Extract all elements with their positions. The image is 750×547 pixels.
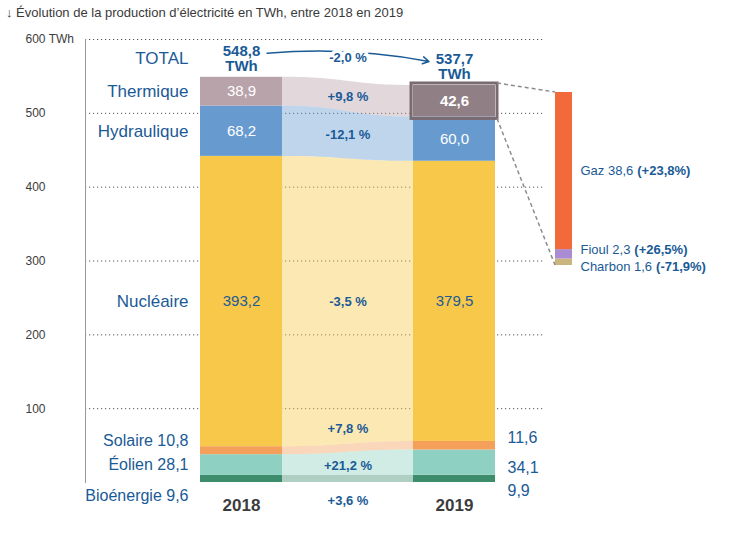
svg-text:300: 300: [26, 254, 46, 268]
svg-text:393,2: 393,2: [223, 292, 261, 309]
svg-text:38,9: 38,9: [227, 82, 256, 99]
svg-text:+7,8 %: +7,8 %: [328, 421, 369, 436]
svg-text:Bioénergie 9,6: Bioénergie 9,6: [85, 487, 188, 504]
svg-text:34,1: 34,1: [508, 459, 539, 476]
svg-text:548,8TWh: 548,8TWh: [223, 42, 261, 74]
svg-text:Fioul 2,3: Fioul 2,3: [581, 242, 631, 257]
svg-text:537,7TWh: 537,7TWh: [436, 50, 474, 82]
svg-text:500: 500: [26, 106, 46, 120]
svg-text:9,9: 9,9: [508, 482, 530, 499]
svg-text:11,6: 11,6: [508, 429, 538, 446]
svg-text:Nucléaire: Nucléaire: [117, 292, 189, 311]
svg-text:+9,8 %: +9,8 %: [328, 89, 369, 104]
svg-text:Hydraulique: Hydraulique: [98, 122, 189, 141]
svg-text:2019: 2019: [436, 496, 474, 515]
svg-text:Thermique: Thermique: [107, 82, 188, 101]
svg-text:(-71,9%): (-71,9%): [656, 259, 706, 274]
svg-text:Éolien 28,1: Éolien 28,1: [108, 455, 188, 473]
svg-text:Solaire 10,8: Solaire 10,8: [103, 432, 188, 449]
svg-text:TOTAL: TOTAL: [135, 49, 188, 68]
svg-text:-3,5 %: -3,5 %: [329, 294, 367, 309]
svg-text:400: 400: [26, 180, 46, 194]
svg-text:-12,1 %: -12,1 %: [326, 127, 371, 142]
svg-text:100: 100: [26, 402, 46, 416]
svg-text:-2,0 %: -2,0 %: [329, 50, 367, 65]
html-text:↓ Évolution de la production d: ↓ Évolution de la production d’électrici…: [6, 5, 404, 20]
svg-text:60,0: 60,0: [440, 130, 469, 147]
svg-text:42,6: 42,6: [440, 92, 469, 109]
svg-text:(+23,8%): (+23,8%): [637, 163, 690, 178]
svg-text:Gaz 38,6: Gaz 38,6: [581, 163, 634, 178]
svg-text:+3,6 %: +3,6 %: [328, 493, 369, 508]
svg-text:200: 200: [26, 328, 46, 342]
svg-text:600 TWh: 600 TWh: [26, 32, 74, 46]
svg-text:Charbon 1,6: Charbon 1,6: [581, 259, 653, 274]
svg-text:(+26,5%): (+26,5%): [634, 242, 687, 257]
svg-text:2018: 2018: [223, 496, 261, 515]
svg-text:379,5: 379,5: [436, 292, 474, 309]
svg-text:68,2: 68,2: [227, 122, 256, 139]
svg-text:+21,2 %: +21,2 %: [324, 458, 373, 473]
